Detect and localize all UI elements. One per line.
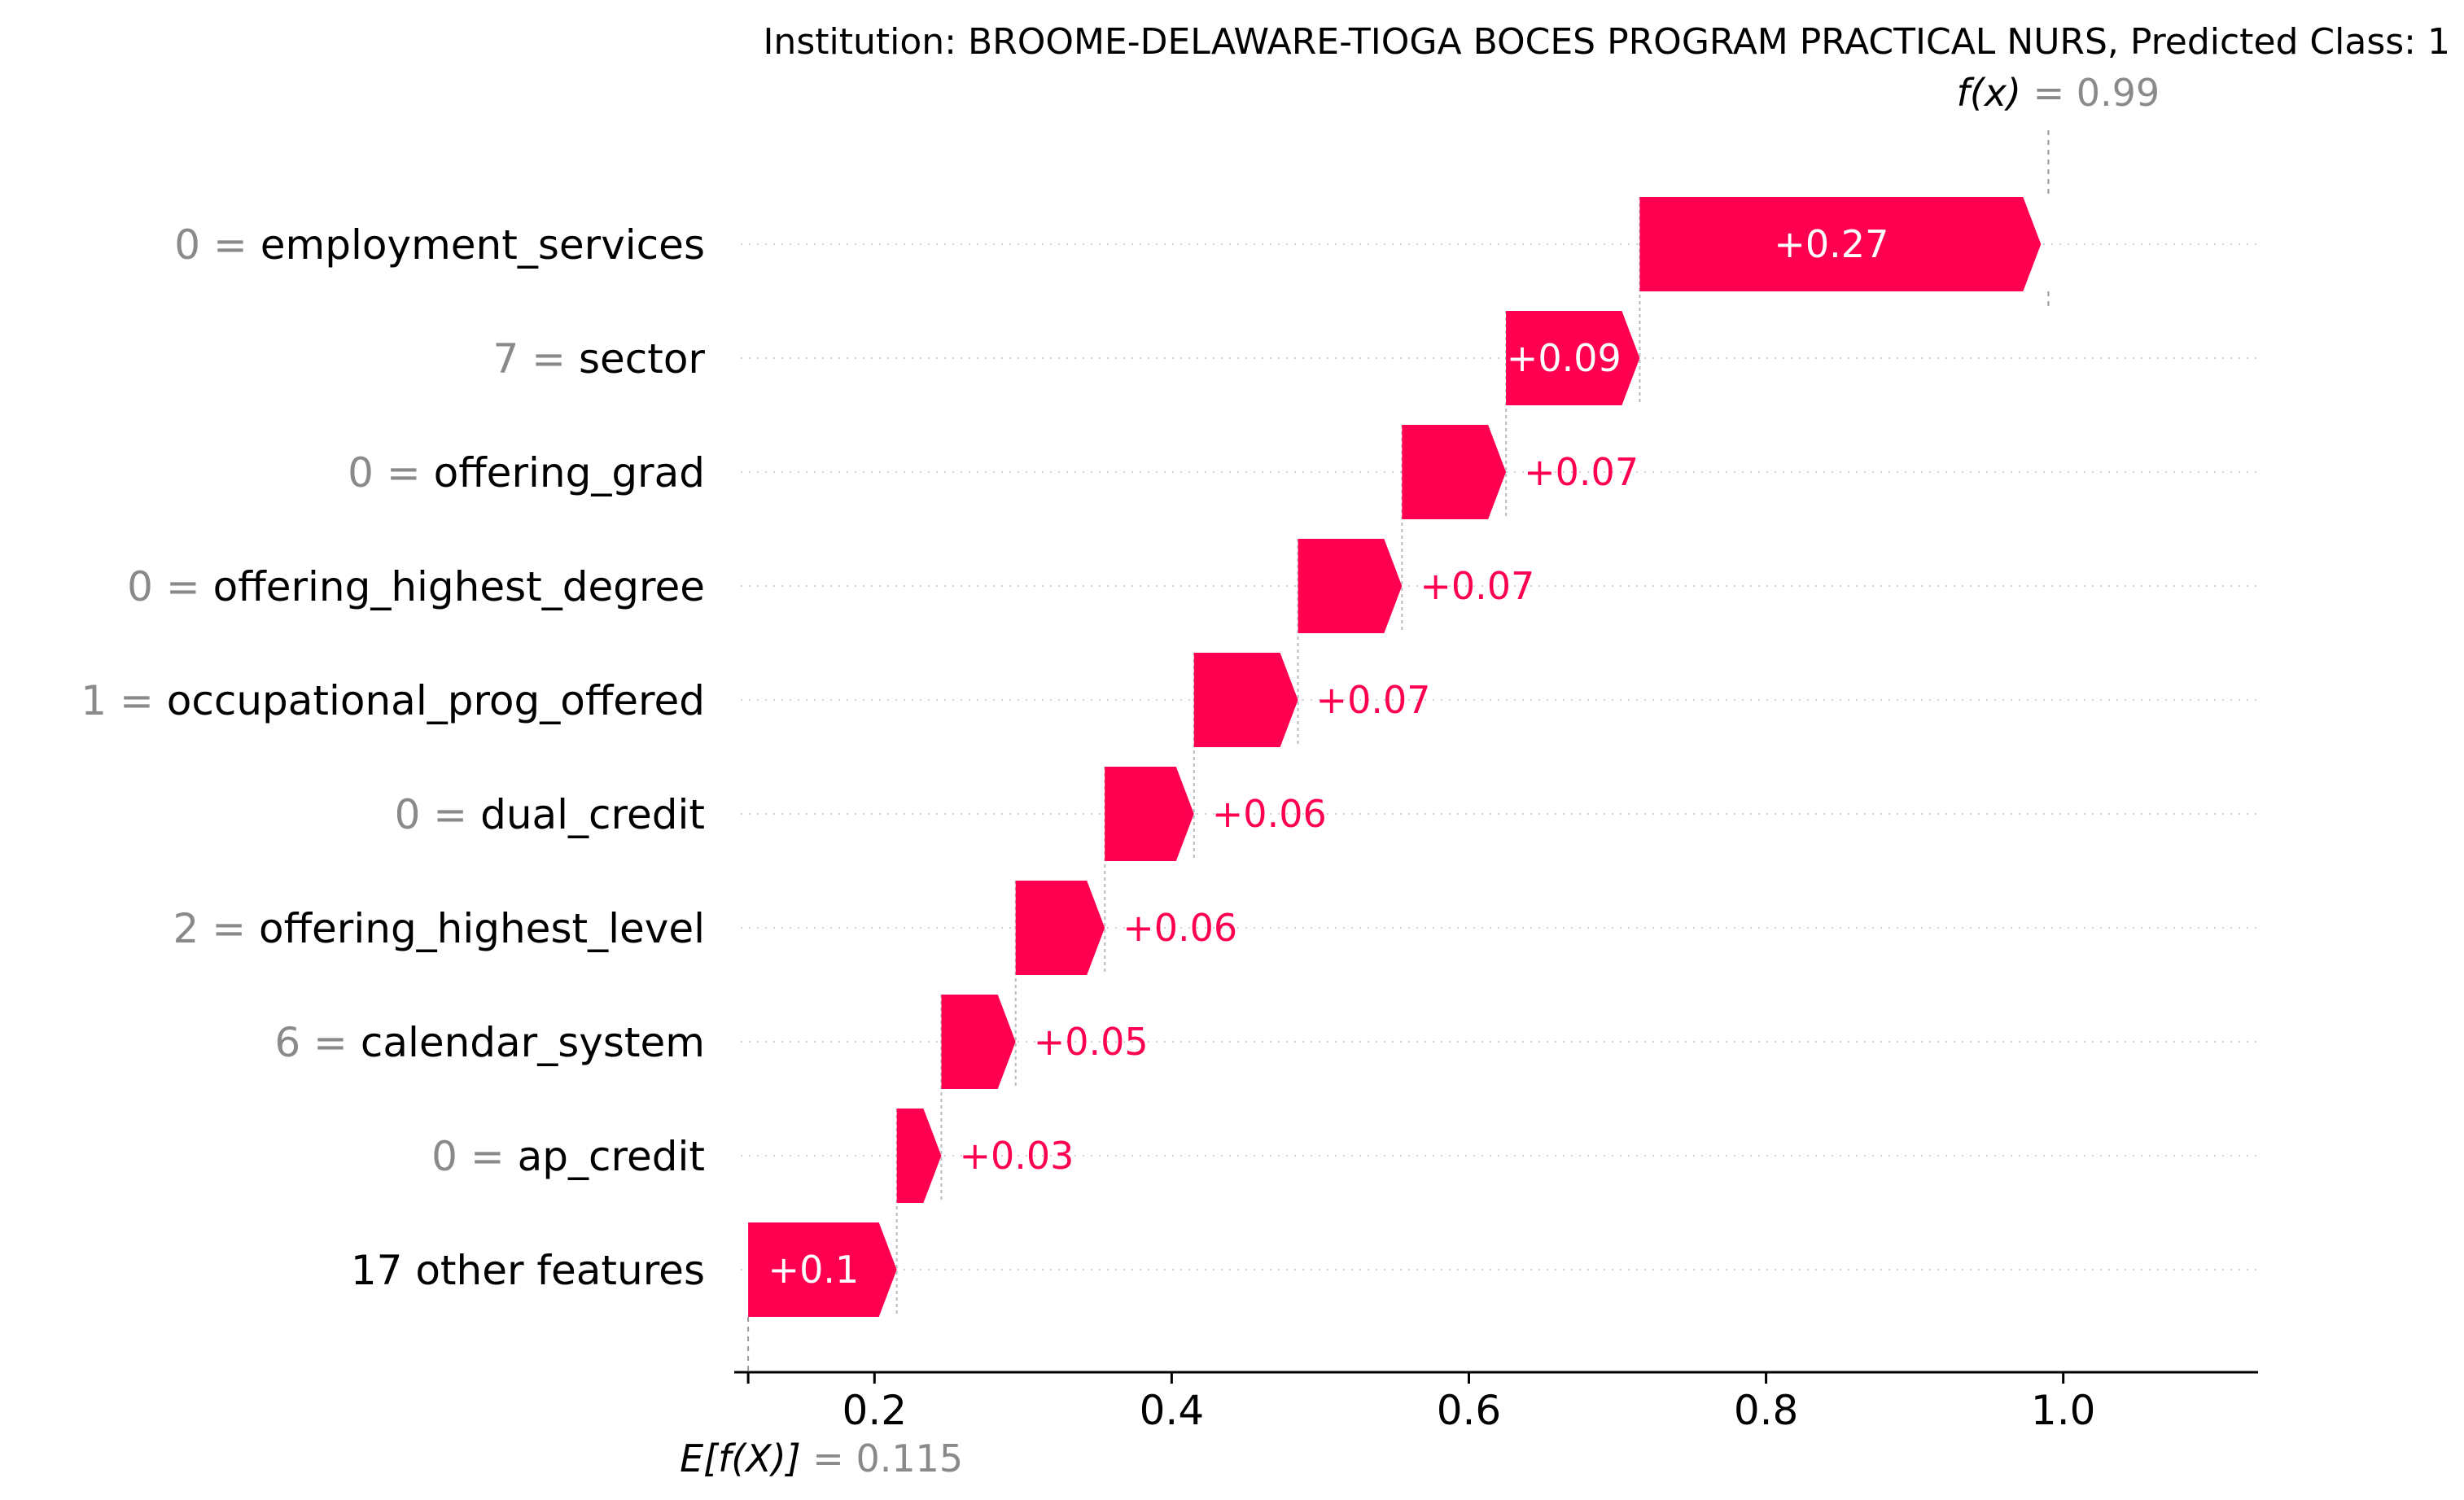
bar-offering_grad xyxy=(1402,425,1507,519)
bar-offering_highest_degree xyxy=(1298,539,1403,633)
grid-layer xyxy=(741,243,2256,1270)
bar-occupational_prog_offered xyxy=(1193,653,1298,747)
x-tick-label: 0.4 xyxy=(1140,1387,1205,1434)
x-tick-label: 0.2 xyxy=(842,1387,908,1434)
bar-dual_credit xyxy=(1105,767,1194,861)
bar-value-label: +0.06 xyxy=(1212,792,1327,836)
bar-value-label: +0.27 xyxy=(1774,222,1888,266)
output-value-annotation: f(x) = 0.99 xyxy=(1957,71,2160,115)
bar-layer xyxy=(748,197,2042,1317)
feature-label: 0 = employment_services xyxy=(174,221,705,269)
bar-value-label: +0.05 xyxy=(1034,1020,1149,1064)
connector-layer xyxy=(747,130,2050,1372)
bar-employment_services xyxy=(1639,197,2042,291)
bar-17-other-features xyxy=(748,1222,897,1317)
feature-label: 7 = sector xyxy=(492,335,705,383)
feature-label: 0 = offering_highest_degree xyxy=(127,563,705,610)
bar-ap_credit xyxy=(896,1109,942,1203)
feature-label: 0 = offering_grad xyxy=(348,449,705,496)
bar-sector xyxy=(1506,311,1640,405)
base-value-annotation: E[f(X)] = 0.115 xyxy=(680,1437,963,1480)
x-tick-label: 0.6 xyxy=(1437,1387,1502,1434)
bar-offering_highest_level xyxy=(1015,881,1105,975)
feature-label: 1 = occupational_prog_offered xyxy=(81,677,705,724)
bar-value-label: +0.03 xyxy=(959,1134,1074,1178)
bar-value-label: +0.06 xyxy=(1123,906,1237,950)
bar-value-label: +0.07 xyxy=(1420,564,1534,608)
feature-label: 0 = ap_credit xyxy=(431,1133,705,1180)
chart-title: Institution: BROOME-DELAWARE-TIOGA BOCES… xyxy=(763,21,2450,63)
feature-label: 17 other features xyxy=(351,1247,705,1294)
bar-value-label: +0.07 xyxy=(1316,678,1431,722)
x-tick-label: 0.8 xyxy=(1734,1387,1799,1434)
bar-calendar_system xyxy=(941,995,1016,1089)
feature-label: 0 = dual_credit xyxy=(395,791,705,838)
feature-label: 2 = offering_highest_level xyxy=(173,905,706,952)
x-axis: 0.2 0.4 0.6 0.8 1.0 f(x) = 0.99 E[f(X)] = 0.11… xyxy=(680,71,2258,1480)
bar-value-label: +0.1 xyxy=(768,1248,860,1292)
bar-value-label: +0.07 xyxy=(1524,450,1639,494)
bar-value-label: +0.09 xyxy=(1507,336,1622,380)
feature-label: 6 = calendar_system xyxy=(274,1019,705,1066)
label-layer: +0.27 0 = employment_services +0.09 7 = sec… xyxy=(81,221,1888,1294)
x-tick-label: 1.0 xyxy=(2031,1387,2096,1434)
